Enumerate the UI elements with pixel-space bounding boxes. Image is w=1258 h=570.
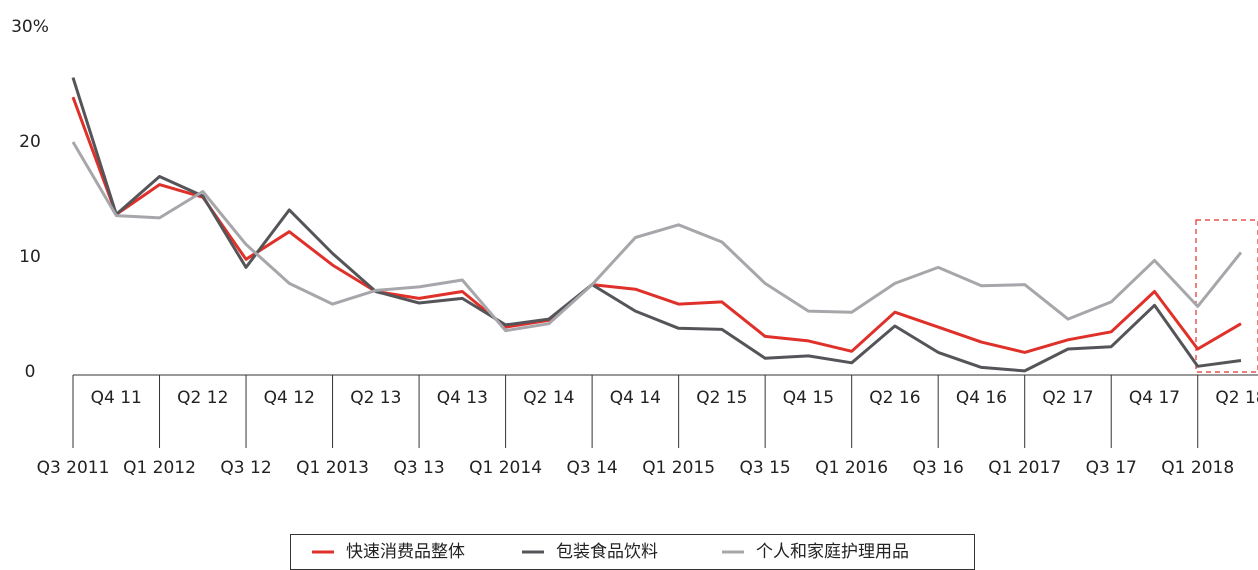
x-tick-label: Q2 15: [696, 388, 747, 408]
x-tick-label: Q3 17: [1086, 458, 1137, 478]
x-tick-label: Q1 2015: [642, 458, 715, 478]
legend-label: 快速消费品整体: [346, 542, 465, 562]
y-tick-label: 0: [25, 362, 36, 382]
x-tick-label: Q4 14: [610, 388, 661, 408]
x-tick-label: Q3 15: [740, 458, 791, 478]
legend-label: 个人和家庭护理用品: [756, 542, 909, 562]
series-line: [71, 77, 1242, 373]
x-tick-label: Q3 2011: [37, 458, 110, 478]
x-tick-label: Q1 2012: [123, 458, 196, 478]
x-tick-label: Q3 14: [566, 458, 617, 478]
x-tick-label: Q2 17: [1042, 388, 1093, 408]
x-tick-label: Q3 13: [393, 458, 444, 478]
x-tick-label: Q4 17: [1129, 388, 1180, 408]
y-tick-label: 20: [19, 132, 41, 152]
x-tick-label: Q1 2018: [1161, 458, 1234, 478]
x-tick-label: Q4 16: [956, 388, 1007, 408]
x-tick-label: Q1 2016: [815, 458, 888, 478]
x-tick-label: Q3 16: [913, 458, 964, 478]
series-line: [71, 141, 1243, 333]
x-tick-label: Q1 2014: [469, 458, 542, 478]
x-tick-label: Q2 14: [523, 388, 574, 408]
x-tick-label: Q3 12: [220, 458, 271, 478]
x-tick-label: Q4 11: [91, 388, 142, 408]
x-tick-label: Q1 2013: [296, 458, 369, 478]
y-tick-label: 30%: [11, 17, 49, 37]
highlight-box: [1195, 219, 1258, 373]
series-line: [71, 96, 1242, 354]
x-tick-label: Q2 16: [869, 388, 920, 408]
y-tick-label: 10: [19, 247, 41, 267]
x-tick-label: Q2 13: [350, 388, 401, 408]
x-tick-label: Q2 12: [177, 388, 228, 408]
legend-label: 包装食品饮料: [556, 542, 658, 562]
x-tick-label: Q1 2017: [988, 458, 1061, 478]
x-tick-label: Q4 13: [437, 388, 488, 408]
x-tick-label: Q2 18: [1215, 388, 1258, 408]
x-tick-label: Q4 12: [264, 388, 315, 408]
x-tick-label: Q4 15: [783, 388, 834, 408]
